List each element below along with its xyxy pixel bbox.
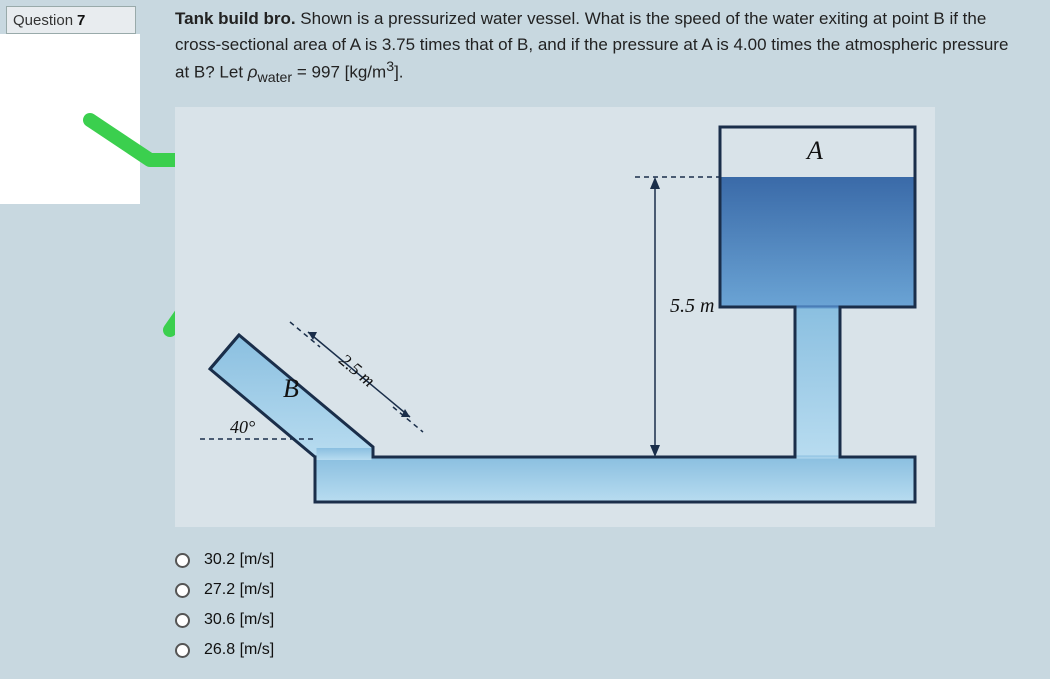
label-height: 5.5 m <box>670 295 714 317</box>
radio-icon[interactable] <box>175 583 190 598</box>
prompt-close: ]. <box>394 63 403 82</box>
answer-text: 27.2 [m/s] <box>204 581 274 599</box>
radio-icon[interactable] <box>175 613 190 628</box>
radio-icon[interactable] <box>175 553 190 568</box>
label-A: A <box>805 136 823 165</box>
cubed: 3 <box>386 59 394 75</box>
question-prompt: Tank build bro. Shown is a pressurized w… <box>175 6 1025 89</box>
radio-icon[interactable] <box>175 643 190 658</box>
rho-sub: water <box>258 70 293 86</box>
prompt-title: Tank build bro. <box>175 9 296 28</box>
question-label-text: Question <box>13 12 73 29</box>
question-number: 7 <box>77 12 85 29</box>
rho-eq: = 997 [kg/m <box>292 63 386 82</box>
answer-option[interactable]: 30.6 [m/s] <box>175 605 1025 635</box>
question-label: Question 7 <box>6 6 136 34</box>
answer-text: 26.8 [m/s] <box>204 641 274 659</box>
label-B: B <box>283 374 299 403</box>
tank-svg: A B 5.5 m 2.5 m 40° <box>175 107 935 527</box>
answer-option[interactable]: 26.8 [m/s] <box>175 635 1025 665</box>
answer-option[interactable]: 30.2 [m/s] <box>175 545 1025 575</box>
question-content: Tank build bro. Shown is a pressurized w… <box>175 6 1025 665</box>
answer-text: 30.6 [m/s] <box>204 611 274 629</box>
white-patch <box>0 34 140 204</box>
rho-symbol: ρ <box>248 63 258 82</box>
answer-list: 30.2 [m/s] 27.2 [m/s] 30.6 [m/s] 26.8 [m… <box>175 545 1025 665</box>
tank-figure: A B 5.5 m 2.5 m 40° <box>175 107 935 527</box>
answer-option[interactable]: 27.2 [m/s] <box>175 575 1025 605</box>
label-slant: 2.5 m <box>335 350 378 391</box>
answer-text: 30.2 [m/s] <box>204 551 274 569</box>
label-angle: 40° <box>230 417 255 437</box>
